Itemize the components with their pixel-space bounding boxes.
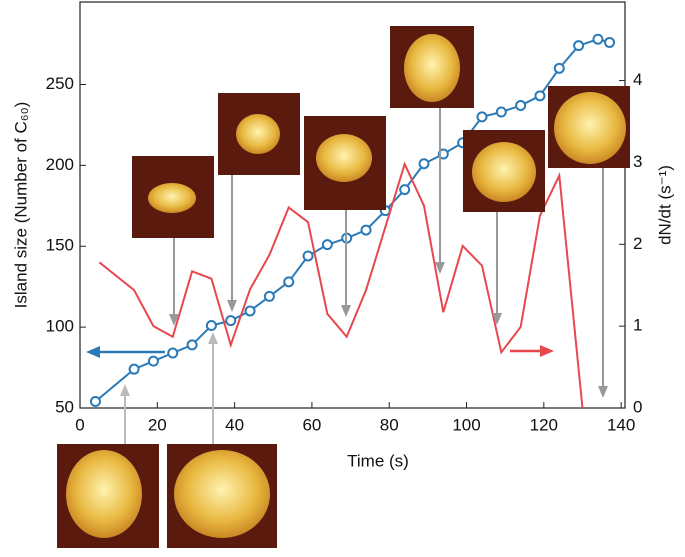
y2-tick-label: 1 <box>633 316 642 335</box>
x-tick-label: 80 <box>380 415 399 434</box>
point <box>147 355 159 367</box>
stm-island <box>236 114 280 154</box>
y-tick-label: 50 <box>55 397 74 416</box>
stm-island <box>174 450 270 538</box>
point <box>437 148 449 160</box>
point <box>495 106 507 118</box>
arrow-head <box>227 300 237 312</box>
arrow-head <box>86 346 100 358</box>
plot-area: 0 20 40 60 80 100 120 140 50 100 150 200 250 0 1 2 3 4 <box>46 33 642 434</box>
point <box>321 239 333 251</box>
arrow-head <box>435 262 445 274</box>
arrow-head <box>341 305 351 317</box>
point <box>205 320 217 332</box>
y-tick-label: 250 <box>46 74 74 93</box>
x-tick-label: 120 <box>530 415 558 434</box>
point <box>360 224 372 236</box>
y2-tick-label: 2 <box>633 234 642 253</box>
y2-tick-label: 0 <box>633 397 642 416</box>
x-tick-label: 20 <box>148 415 167 434</box>
arrow-head <box>492 313 502 325</box>
arrow-head <box>208 332 218 344</box>
point <box>573 40 585 52</box>
axis-arrows <box>86 345 554 358</box>
point <box>399 184 411 196</box>
x-tick-label: 140 <box>607 415 635 434</box>
arrow-head <box>120 384 130 396</box>
point <box>89 396 101 408</box>
x-tick-label: 60 <box>302 415 321 434</box>
x-tick-label: 100 <box>452 415 480 434</box>
point <box>553 62 565 74</box>
point <box>244 305 256 317</box>
stm-island <box>404 34 460 102</box>
y-axis-label: Island size (Number of C₆₀) <box>11 102 30 309</box>
point <box>534 90 546 102</box>
stm-island <box>472 142 536 202</box>
stm-island <box>148 183 196 213</box>
y2-tick-label: 3 <box>633 152 642 171</box>
point <box>604 36 616 48</box>
point <box>263 290 275 302</box>
point <box>128 363 140 375</box>
arrow-head <box>598 386 608 398</box>
x-axis-label: Time (s) <box>347 451 409 470</box>
point <box>592 33 604 45</box>
point <box>515 100 527 112</box>
series-line <box>98 161 584 409</box>
stm-island <box>316 134 372 182</box>
point <box>225 315 237 327</box>
point <box>186 339 198 351</box>
y2-axis-label: dN/dt (s⁻¹) <box>655 165 674 245</box>
arrow-head <box>540 345 554 357</box>
point <box>167 347 179 359</box>
stm-island <box>66 450 142 538</box>
x-tick-label: 40 <box>225 415 244 434</box>
point <box>302 250 314 262</box>
y-tick-label: 200 <box>46 155 74 174</box>
plot-frame <box>79 1 626 409</box>
y2-tick-label: 4 <box>633 70 642 89</box>
point <box>418 158 430 170</box>
y-tick-label: 150 <box>46 236 74 255</box>
point <box>476 111 488 123</box>
x-tick-label: 0 <box>75 415 84 434</box>
y-tick-label: 100 <box>46 317 74 336</box>
stm-island <box>554 92 626 164</box>
insets <box>57 26 630 548</box>
arrow-head <box>169 314 179 326</box>
point <box>283 276 295 288</box>
